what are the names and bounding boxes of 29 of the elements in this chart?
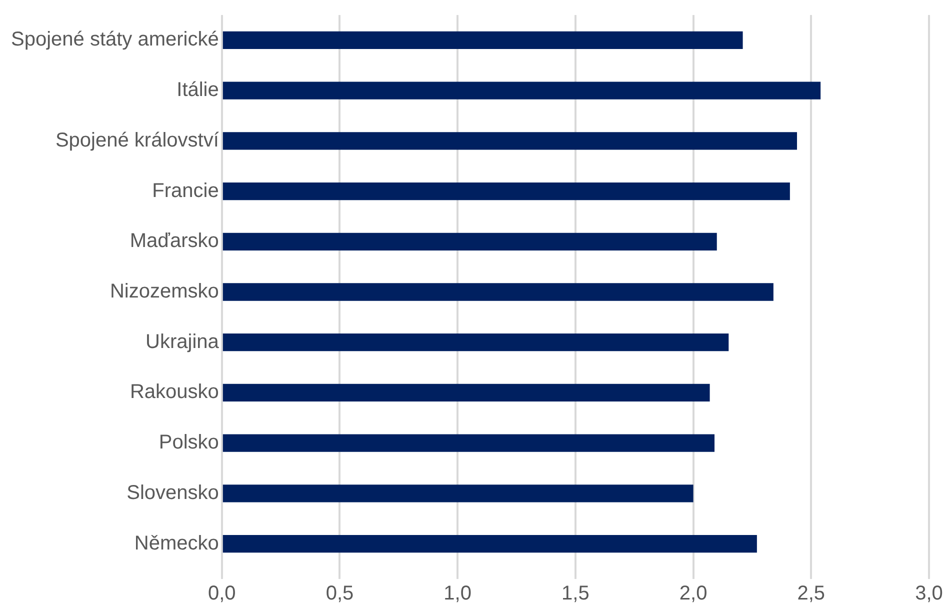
bar bbox=[222, 484, 694, 502]
x-tick-label: 0,5 bbox=[326, 582, 354, 605]
y-tick-label: Spojené státy americké bbox=[10, 28, 219, 51]
bar bbox=[222, 132, 798, 150]
y-tick-label: Itálie bbox=[176, 79, 219, 102]
x-tick-label: 1,0 bbox=[444, 582, 472, 605]
y-tick-label: Rakousko bbox=[130, 381, 219, 404]
bar bbox=[222, 535, 757, 553]
x-tick-label: 2,5 bbox=[797, 582, 826, 605]
y-tick-label: Francie bbox=[152, 180, 219, 202]
y-tick-label: Maďarsko bbox=[130, 230, 219, 252]
y-tick-label: Polsko bbox=[158, 432, 219, 454]
bar bbox=[222, 31, 743, 49]
bar bbox=[222, 384, 710, 402]
y-tick-label: Slovensko bbox=[126, 482, 219, 504]
bar bbox=[222, 82, 821, 100]
x-tick-label: 1,5 bbox=[562, 582, 590, 605]
x-tick-label: 2,0 bbox=[679, 582, 708, 605]
bar bbox=[222, 283, 774, 301]
bar bbox=[222, 334, 729, 352]
y-tick-label: Německo bbox=[134, 532, 219, 554]
bar bbox=[222, 232, 717, 250]
y-tick-label: Ukrajina bbox=[146, 330, 220, 353]
y-tick-label: Spojené království bbox=[55, 129, 220, 152]
y-tick-label: Nizozemsko bbox=[110, 280, 219, 303]
x-tick-label: 3,0 bbox=[915, 582, 943, 605]
bar bbox=[222, 434, 715, 452]
bar bbox=[222, 182, 790, 200]
x-tick-label: 0,0 bbox=[208, 582, 236, 605]
